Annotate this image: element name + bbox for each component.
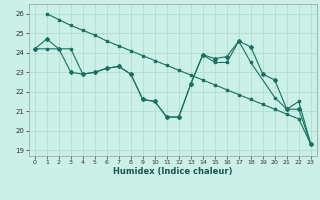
X-axis label: Humidex (Indice chaleur): Humidex (Indice chaleur) xyxy=(113,167,233,176)
